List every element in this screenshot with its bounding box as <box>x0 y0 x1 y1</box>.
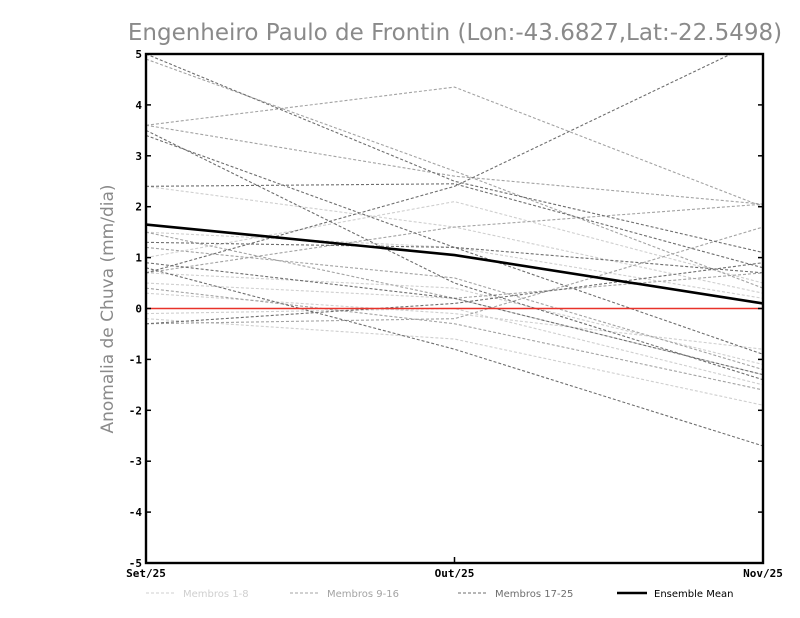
chart-title: Engenheiro Paulo de Frontin (Lon:-43.682… <box>128 20 782 46</box>
y-tick-label: 3 <box>135 150 142 163</box>
series-line-m16 <box>146 226 763 325</box>
series-line-m18 <box>146 134 763 355</box>
series-line-m05 <box>146 292 763 350</box>
y-tick-label: -4 <box>129 506 143 519</box>
y-tick-label: 1 <box>135 252 142 265</box>
legend-label-1: Membros 9-16 <box>327 589 399 600</box>
series-line-m03 <box>146 282 763 376</box>
series-line-m22 <box>146 241 763 274</box>
series-line-m23 <box>146 262 763 376</box>
y-axis-label: Anomalia de Chuva (mm/dia) <box>98 184 118 433</box>
series-line-m08 <box>146 307 763 386</box>
y-tick-label: 4 <box>135 99 142 112</box>
series-line-m17 <box>146 54 733 274</box>
x-tick-label: Set/25 <box>126 567 166 580</box>
y-tick-label: -1 <box>129 353 143 366</box>
y-tick-label: 5 <box>135 48 142 61</box>
y-tick-label: -5 <box>129 557 142 570</box>
series-line-m25 <box>146 262 763 325</box>
legend-label-2: Membros 17-25 <box>495 589 573 600</box>
legend: Membros 1-8 Membros 9-16 Membros 17-25 Ense… <box>146 589 733 600</box>
series-lines <box>146 54 763 447</box>
x-tick-label: Nov/25 <box>743 567 783 580</box>
legend-label-0: Membros 1-8 <box>183 589 249 600</box>
y-tick-label: 0 <box>135 303 142 316</box>
series-line-m24 <box>146 267 763 447</box>
x-tick-label: Out/25 <box>435 567 475 580</box>
series-line-m12 <box>146 203 763 274</box>
series-line-m21 <box>146 183 763 269</box>
series-line-m15 <box>146 287 763 391</box>
series-line-m07 <box>146 272 763 366</box>
y-tick-label: -3 <box>129 455 142 468</box>
series-line-m02 <box>146 201 763 284</box>
y-tick-label: 2 <box>135 201 142 214</box>
y-tick-label: -2 <box>129 404 142 417</box>
legend-label-3: Ensemble Mean <box>654 589 733 600</box>
series-line-m13 <box>146 246 763 371</box>
series-line-m19 <box>146 54 763 254</box>
series-line-m09 <box>146 86 763 208</box>
series-line-m11 <box>146 124 763 205</box>
ensemble-mean-line <box>146 223 763 305</box>
